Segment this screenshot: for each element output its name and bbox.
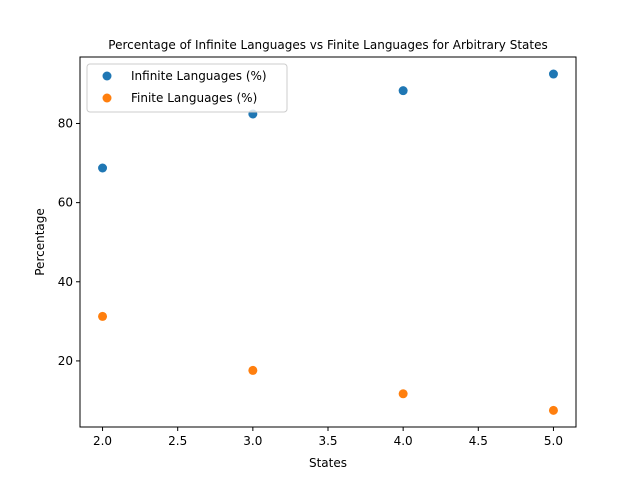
x-tick-label: 5.0 xyxy=(544,434,563,448)
legend: Infinite Languages (%) Finite Languages … xyxy=(86,63,288,113)
finite-languages-point xyxy=(398,389,408,399)
infinite-languages-point xyxy=(548,69,558,79)
x-tick-label: 2.0 xyxy=(93,434,112,448)
y-tick-label: 40 xyxy=(58,275,73,289)
x-tick-label: 2.5 xyxy=(168,434,187,448)
data-points xyxy=(98,69,558,415)
infinite-languages-point xyxy=(398,86,408,96)
y-tick-label: 80 xyxy=(58,116,73,130)
finite-languages-point xyxy=(548,405,558,415)
finite-languages-point xyxy=(98,311,108,321)
legend-label-finite: Finite Languages (%) xyxy=(131,91,257,105)
plot-frame xyxy=(79,56,577,428)
y-tick-label: 20 xyxy=(58,354,73,368)
chart-title: Percentage of Infinite Languages vs Fini… xyxy=(108,38,547,52)
x-tick-label: 4.5 xyxy=(469,434,488,448)
y-tick-label: 60 xyxy=(58,196,73,210)
y-axis-label: Percentage xyxy=(33,208,47,276)
legend-marker-infinite xyxy=(102,71,112,81)
legend-label-infinite: Infinite Languages (%) xyxy=(131,69,267,83)
x-tick-label: 3.5 xyxy=(318,434,337,448)
infinite-languages-point xyxy=(98,163,108,173)
x-tick-label: 3.0 xyxy=(243,434,262,448)
legend-box xyxy=(86,63,288,113)
x-axis-ticks: 2.0 2.5 3.0 3.5 4.0 4.5 5.0 xyxy=(93,427,563,448)
legend-marker-finite xyxy=(102,93,112,103)
x-axis-label: States xyxy=(309,456,347,470)
y-axis-ticks: 20 40 60 80 xyxy=(58,116,80,368)
x-tick-label: 4.0 xyxy=(394,434,413,448)
finite-languages-point xyxy=(248,365,258,375)
